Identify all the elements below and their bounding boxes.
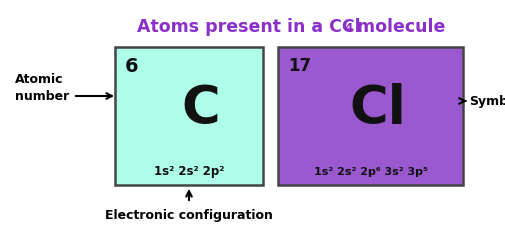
Text: 1s² 2s² 2p⁶ 3s² 3p⁵: 1s² 2s² 2p⁶ 3s² 3p⁵: [313, 166, 427, 176]
Text: molecule: molecule: [350, 18, 444, 36]
Text: Cl: Cl: [349, 82, 406, 134]
Text: 4: 4: [343, 22, 351, 35]
Bar: [115, 48, 263, 185]
Text: Symbol: Symbol: [468, 95, 505, 108]
Text: 1s² 2s² 2p²: 1s² 2s² 2p²: [154, 165, 224, 178]
Text: Atomic
number: Atomic number: [15, 73, 69, 103]
Text: Electronic configuration: Electronic configuration: [105, 209, 272, 222]
Bar: [277, 48, 462, 185]
Text: 17: 17: [287, 57, 311, 75]
Text: 6: 6: [125, 57, 138, 76]
Text: Atoms present in a CCl: Atoms present in a CCl: [137, 18, 360, 36]
Text: C: C: [181, 82, 220, 134]
